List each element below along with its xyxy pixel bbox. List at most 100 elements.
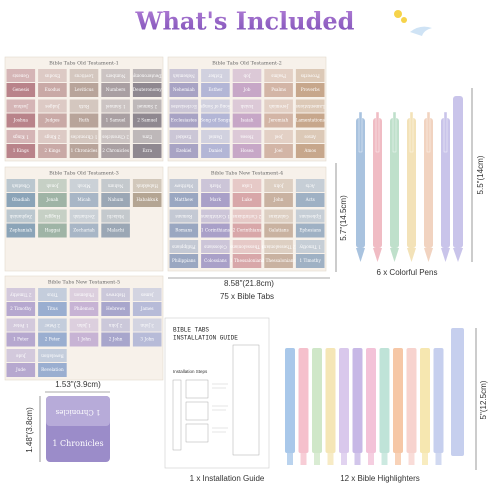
tab-label-mirrored: Luke	[241, 184, 252, 189]
tab-top	[132, 179, 162, 192]
tab-label: Song of Songs	[200, 118, 230, 123]
tab-top	[69, 130, 99, 143]
tab-bottom	[38, 332, 67, 347]
tab-label: Habakkuk	[136, 197, 158, 202]
tab-bottom	[38, 83, 67, 97]
tab-label: Judges	[44, 118, 59, 123]
tab-label-mirrored: 2 Chronicles	[102, 135, 129, 140]
tab-label-mirrored: Micah	[77, 184, 90, 189]
tab-top	[38, 349, 67, 362]
tab-bottom	[264, 83, 293, 97]
tab-bottom	[101, 302, 130, 316]
tab-label: Obadiah	[12, 197, 30, 202]
tab-bottom	[295, 193, 325, 207]
tab-bottom	[201, 254, 230, 268]
tab-label-mirrored: Isaiah	[240, 104, 253, 109]
tab-label: 1 Chronicles	[71, 148, 98, 153]
tab-label: Joel	[274, 148, 284, 153]
tab-bottom	[232, 254, 262, 268]
tab-bottom	[232, 113, 262, 128]
guide-title: BIBLE TABS	[173, 327, 209, 334]
tab-sheet: Bible Tabs New Testament-5 2 Timothy 2 Tim…	[4, 275, 164, 381]
tab-top	[38, 69, 67, 82]
tab-label: Isaiah	[241, 118, 254, 123]
tab-bottom	[232, 83, 262, 97]
tab-top	[264, 179, 293, 192]
highlighter-tip	[354, 453, 361, 465]
tab-bottom	[132, 193, 162, 207]
tab-label: Revelation	[41, 367, 64, 372]
tab-label-mirrored: Zephaniah	[9, 214, 32, 219]
tab-label-mirrored: Daniel	[208, 135, 222, 140]
tab-top	[295, 130, 325, 143]
tab-label: Ezekiel	[176, 148, 192, 153]
tab-top	[201, 240, 230, 253]
tab-label: Micah	[77, 197, 90, 202]
pen-clip	[443, 111, 448, 153]
tab-top	[232, 209, 262, 223]
tab-top	[295, 179, 325, 192]
tab-label-mirrored: Job	[243, 74, 251, 79]
highlighter-tip	[287, 453, 293, 465]
tab-label-mirrored: Jude	[16, 354, 27, 359]
highlighter-body	[366, 348, 376, 453]
tab-label-mirrored: Deuteronomy	[132, 74, 161, 79]
tab-bottom	[201, 223, 230, 238]
tab-label-mirrored: Numbers	[106, 74, 126, 79]
tab-bottom	[264, 113, 293, 128]
decoration	[394, 10, 432, 36]
tab-label-mirrored: Proverbs	[301, 74, 320, 79]
tab-bottom	[38, 193, 67, 207]
tab-bottom	[6, 83, 36, 97]
highlighter-body	[420, 348, 430, 453]
tab-top	[101, 209, 130, 223]
tab-label: Colossians	[204, 258, 227, 263]
tab-top	[132, 288, 162, 301]
tab-bottom	[132, 83, 162, 97]
guide-title: INSTALLATION GUIDE	[173, 335, 238, 342]
tab-top	[132, 99, 162, 113]
dimension-label: 5"(12.5cm)	[479, 380, 488, 419]
tab-label: 2 Peter	[45, 337, 60, 342]
tab-label-mirrored: Lamentations	[296, 104, 325, 109]
tab-label: 2 Kings	[44, 148, 60, 153]
tab-top	[69, 288, 99, 301]
tab-label-mirrored: Romans	[175, 214, 192, 219]
tab-bottom	[201, 83, 230, 97]
tab-top	[169, 99, 199, 113]
tab-label: Philippians	[172, 258, 196, 263]
tab-label: Ezra	[142, 148, 152, 153]
tab-bottom	[6, 332, 36, 347]
tab-bottom	[169, 113, 199, 128]
tab-bottom	[6, 144, 36, 158]
tab-label: Joshua	[13, 118, 29, 123]
tab-top	[295, 240, 325, 253]
tab-label: Deuteronomy	[133, 87, 162, 92]
tab-top	[264, 240, 293, 253]
tab-top	[6, 349, 36, 362]
tab-top	[101, 69, 130, 82]
tab-label: Psalms	[271, 87, 286, 92]
tab-label-mirrored: 2 Thessalonians	[262, 245, 296, 250]
tab-label-mirrored: Ephesians	[299, 214, 321, 219]
tab-label: Amos	[303, 148, 316, 153]
tab-label: Lamentations	[296, 118, 325, 123]
tab-label-mirrored: 1 Kings	[13, 135, 29, 140]
tab-top	[38, 288, 67, 301]
tab-label: James	[140, 306, 154, 311]
tab-bottom	[69, 144, 99, 158]
tab-label-mirrored: James	[141, 293, 155, 298]
pen-body	[407, 118, 416, 248]
tab-top	[295, 99, 325, 113]
tab-bottom	[69, 113, 99, 128]
tab-label-mirrored: Nahum	[108, 184, 124, 189]
tab-label-mirrored: 2 Samuel	[137, 104, 158, 109]
pen-body	[441, 118, 450, 248]
pen-clip	[375, 111, 380, 153]
highlighter-body	[406, 348, 417, 453]
tab-bottom	[295, 254, 325, 268]
tab-bottom	[69, 302, 99, 316]
tab-bottom	[264, 223, 293, 238]
tab-bottom	[132, 113, 162, 128]
tab-label-mirrored: 1 John	[77, 323, 91, 328]
